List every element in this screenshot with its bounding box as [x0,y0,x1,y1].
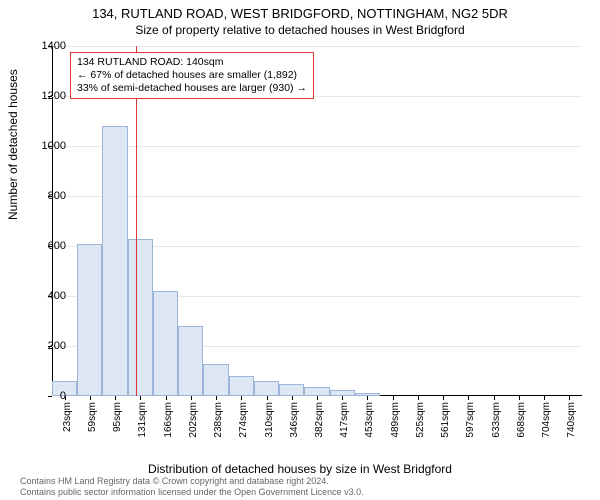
histogram-bar [279,384,304,397]
y-tick-label: 200 [26,340,66,352]
title-block: 134, RUTLAND ROAD, WEST BRIDGFORD, NOTTI… [0,0,600,37]
x-tick-label: 633sqm [491,402,502,438]
y-tick-label: 1400 [26,40,66,52]
y-tick-label: 800 [26,190,66,202]
x-tick-mark [342,396,343,400]
x-tick-label: 23sqm [62,402,73,432]
x-tick-label: 202sqm [188,402,199,438]
x-tick-mark [519,396,520,400]
plot-area: 134 RUTLAND ROAD: 140sqm← 67% of detache… [52,46,582,396]
histogram-bar [128,239,153,397]
x-tick-mark [216,396,217,400]
histogram-bar [304,387,329,396]
annotation-box: 134 RUTLAND ROAD: 140sqm← 67% of detache… [70,52,314,99]
x-tick-mark [292,396,293,400]
histogram-bar [254,381,279,396]
histogram-bar [203,364,228,397]
x-tick-label: 489sqm [390,402,401,438]
x-tick-label: 238sqm [213,402,224,438]
x-tick-label: 274sqm [238,402,249,438]
x-tick-mark [569,396,570,400]
annotation-line: ← 67% of detached houses are smaller (1,… [77,69,307,82]
histogram-bar [229,376,254,396]
x-tick-mark [393,396,394,400]
footer-line-1: Contains HM Land Registry data © Crown c… [20,476,364,487]
x-tick-mark [367,396,368,400]
x-tick-label: 382sqm [314,402,325,438]
x-tick-label: 346sqm [289,402,300,438]
x-tick-mark [191,396,192,400]
histogram-bar [77,244,102,397]
x-tick-mark [317,396,318,400]
x-tick-mark [115,396,116,400]
x-tick-label: 597sqm [465,402,476,438]
y-tick-label: 600 [26,240,66,252]
x-tick-label: 95sqm [112,402,123,432]
x-tick-label: 166sqm [163,402,174,438]
x-tick-label: 525sqm [415,402,426,438]
x-tick-mark [443,396,444,400]
y-tick-label: 1200 [26,90,66,102]
x-tick-mark [468,396,469,400]
y-tick-label: 400 [26,290,66,302]
x-tick-label: 704sqm [541,402,552,438]
page-title: 134, RUTLAND ROAD, WEST BRIDGFORD, NOTTI… [0,6,600,21]
gridline [52,196,582,197]
x-tick-mark [140,396,141,400]
histogram-bar [178,326,203,396]
histogram-bar [102,126,127,396]
annotation-line: 134 RUTLAND ROAD: 140sqm [77,56,307,69]
annotation-line: 33% of semi-detached houses are larger (… [77,82,307,95]
x-tick-label: 668sqm [516,402,527,438]
x-tick-label: 453sqm [364,402,375,438]
chart-area: 134 RUTLAND ROAD: 140sqm← 67% of detache… [52,46,582,396]
x-tick-mark [418,396,419,400]
x-tick-label: 740sqm [566,402,577,438]
x-tick-label: 417sqm [339,402,350,438]
x-tick-mark [494,396,495,400]
x-tick-label: 310sqm [264,402,275,438]
x-tick-mark [267,396,268,400]
y-tick-label: 0 [26,390,66,402]
x-tick-mark [241,396,242,400]
x-tick-mark [544,396,545,400]
histogram-bar [153,291,178,396]
x-axis-label: Distribution of detached houses by size … [0,462,600,476]
gridline [52,46,582,47]
gridline [52,146,582,147]
footer-line-2: Contains public sector information licen… [20,487,364,498]
page-subtitle: Size of property relative to detached ho… [0,23,600,37]
footer: Contains HM Land Registry data © Crown c… [20,476,364,498]
x-tick-mark [166,396,167,400]
x-tick-label: 561sqm [440,402,451,438]
x-tick-label: 131sqm [137,402,148,438]
y-axis-label: Number of detached houses [6,69,20,220]
x-tick-label: 59sqm [87,402,98,432]
x-tick-mark [90,396,91,400]
y-tick-label: 1000 [26,140,66,152]
